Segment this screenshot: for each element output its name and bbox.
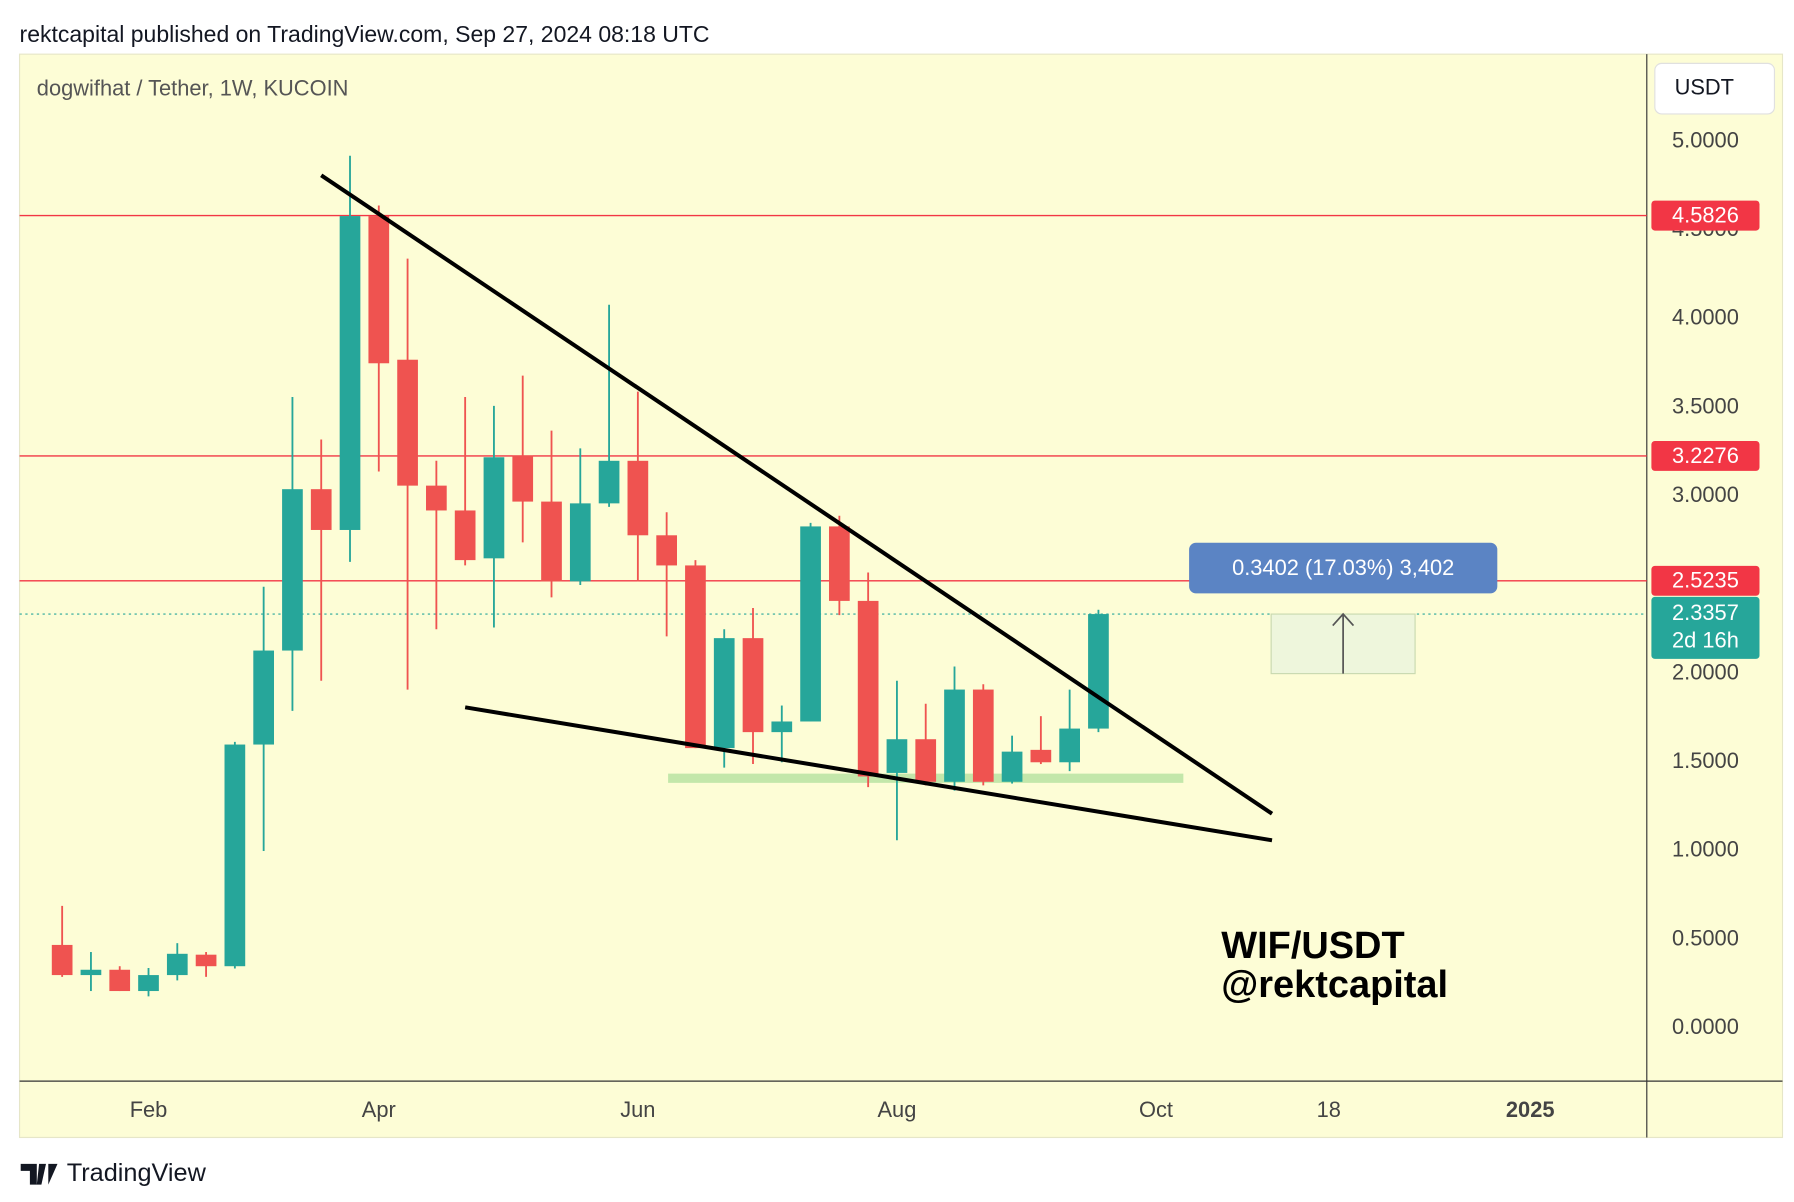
candle-body (426, 485, 447, 511)
y-tick-label: 0.5000 (1672, 925, 1739, 950)
candle-body (483, 457, 505, 559)
candle-body (1088, 614, 1109, 729)
candle-body (1059, 728, 1080, 763)
level-label: 3.2276 (1672, 443, 1739, 468)
logo (20, 1163, 58, 1185)
candle-body (829, 526, 850, 601)
candle-body (569, 503, 591, 582)
candle-body (915, 739, 937, 782)
header: rektcapital published on TradingView.com… (20, 21, 710, 47)
trendline (320, 173, 1274, 816)
y-tick-label: 2.0000 (1672, 659, 1739, 684)
candle-body (224, 744, 246, 967)
currency-box (1654, 62, 1776, 115)
y-tick-label: 4.0000 (1672, 305, 1739, 330)
candle-body (195, 954, 217, 967)
x-tick-label: Apr (362, 1097, 396, 1122)
candle-body (310, 489, 332, 530)
measure-label: 0.3402 (17.03%) 3,402 (1232, 555, 1454, 580)
x-tick-label: Jun (620, 1097, 655, 1122)
candle-body (972, 689, 994, 782)
candle-body (541, 501, 562, 582)
candle-body (742, 638, 764, 733)
y-tick-label: 3.0000 (1672, 482, 1739, 507)
x-tick-label: 18 (1317, 1097, 1341, 1122)
last-price-box (1651, 596, 1760, 659)
measure-label-box (1189, 542, 1498, 594)
level-label: 4.5826 (1672, 203, 1739, 228)
annotation: @rektcapital (1221, 964, 1448, 1006)
y-tick-label: 5.0000 (1672, 127, 1739, 152)
symbol-title: dogwifhat / Tether, 1W, KUCOIN (37, 76, 349, 101)
candle-body (368, 216, 390, 364)
countdown-label: 2d 16h (1672, 627, 1739, 652)
candle-body (627, 460, 649, 536)
last-price-label: 2.3357 (1672, 600, 1739, 625)
candle-body (109, 969, 131, 992)
plot-background (18, 53, 1784, 1139)
level-label-box (1651, 200, 1760, 231)
candle-body (886, 739, 908, 773)
candle-body (598, 460, 620, 504)
candle-body (397, 359, 418, 486)
candle-body (80, 969, 102, 976)
x-tick-label: Oct (1139, 1097, 1173, 1122)
candle-body (656, 535, 678, 566)
x-tick-label: Aug (877, 1097, 916, 1122)
candle-body (166, 953, 188, 976)
annotation: WIF/USDT (1221, 925, 1404, 967)
candle-body (713, 638, 735, 749)
y-tick-label: 1.5000 (1672, 748, 1739, 773)
candle-body (800, 526, 821, 722)
x-tick-label: Feb (130, 1097, 168, 1122)
level-label-box (1651, 440, 1760, 471)
candle-body (282, 489, 303, 651)
candle-body (944, 689, 965, 782)
level-label: 2.5235 (1672, 568, 1739, 593)
y-tick-label: 3.5000 (1672, 393, 1739, 418)
candle-body (857, 600, 879, 777)
chart-layer: 0.00000.50001.00001.50002.00002.50003.00… (19, 127, 1760, 1122)
candle-body (339, 216, 361, 530)
candle-body (51, 944, 73, 976)
candle-body (512, 455, 534, 502)
candle-body (1030, 749, 1052, 763)
y-tick-label: 0.0000 (1672, 1014, 1739, 1039)
trendline (464, 705, 1273, 843)
candle-body (454, 510, 476, 561)
candle-body (138, 975, 159, 992)
measure-arrow (1332, 612, 1355, 674)
footer-brand: TradingView (67, 1159, 207, 1187)
candle-body (685, 565, 706, 749)
y-tick-label: 1.0000 (1672, 837, 1739, 862)
candle-body (771, 721, 793, 733)
candle-body (1001, 751, 1023, 782)
level-label-box (1651, 565, 1760, 596)
candle-body (253, 650, 275, 745)
x-tick-label: 2025 (1506, 1097, 1555, 1122)
currency-label: USDT (1675, 74, 1734, 99)
